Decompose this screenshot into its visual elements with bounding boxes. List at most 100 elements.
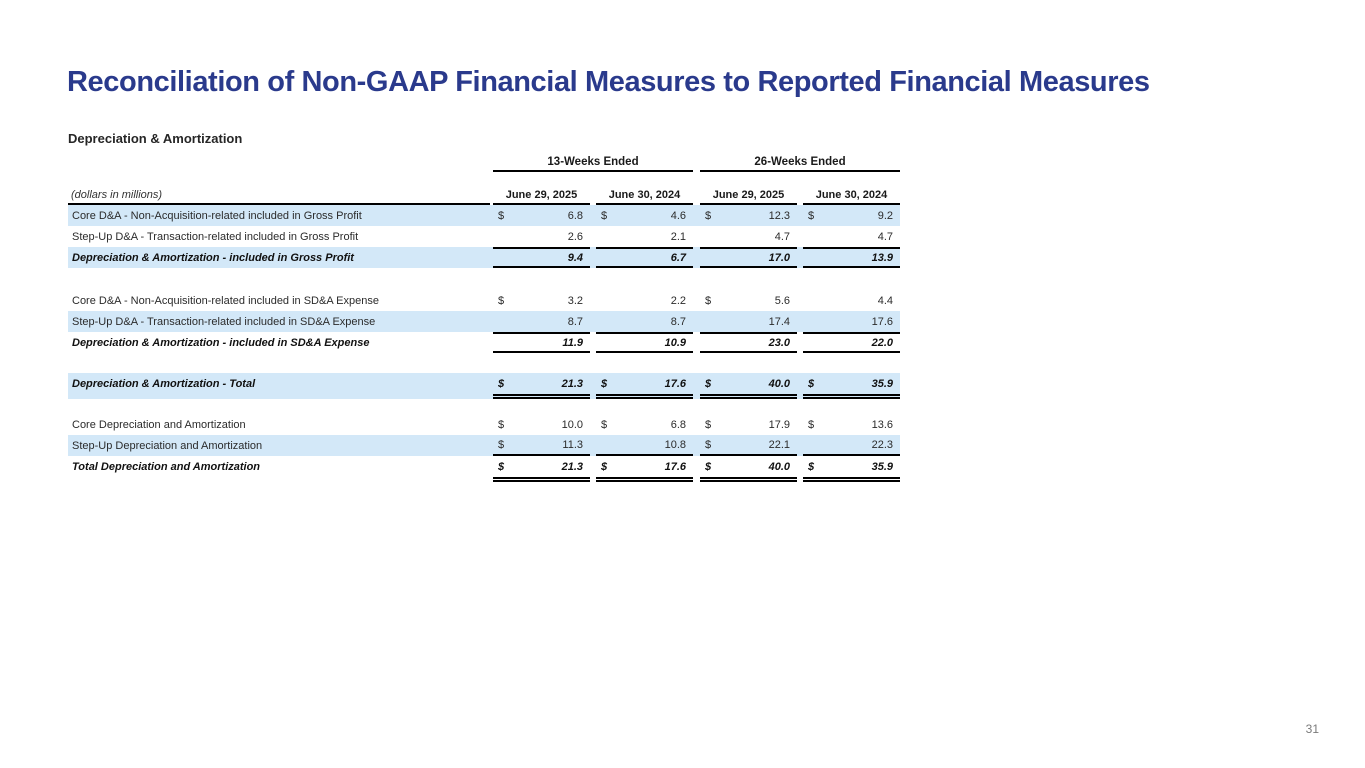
value: 8.7 xyxy=(567,315,583,328)
value-cell: 17.0 xyxy=(700,247,797,268)
value: 13.6 xyxy=(871,418,893,431)
value-cell: 22.0 xyxy=(803,332,900,353)
value-cell: $40.0 xyxy=(700,373,797,399)
column-header-1: June 29, 2025 xyxy=(493,189,590,205)
dollar-sign: $ xyxy=(808,209,815,222)
dollar-sign: $ xyxy=(498,438,505,451)
value: 21.3 xyxy=(561,460,583,473)
value-cell: $10.0 xyxy=(493,414,590,435)
dollar-sign: $ xyxy=(808,377,815,390)
value-cell: 22.3 xyxy=(803,435,900,456)
column-header-row: (dollars in millions) June 29, 2025 June… xyxy=(68,184,900,205)
table-row-stepup-dna-gross-profit: Step-Up D&A - Transaction-related includ… xyxy=(68,226,900,247)
value-cell: $11.3 xyxy=(493,435,590,456)
value: 3.2 xyxy=(567,294,583,307)
value: 12.3 xyxy=(768,209,790,222)
row-label: Depreciation & Amortization - Total xyxy=(72,377,256,390)
dollar-sign: $ xyxy=(705,377,712,390)
dollar-sign: $ xyxy=(601,377,608,390)
section-spacer xyxy=(68,399,900,414)
dollar-sign: $ xyxy=(498,209,505,222)
value-cell: $35.9 xyxy=(803,373,900,399)
dna-reconciliation-table: 13-Weeks Ended 26-Weeks Ended (dollars i… xyxy=(68,155,900,482)
value-cell: 10.9 xyxy=(596,332,693,353)
dollar-sign: $ xyxy=(705,460,712,473)
column-header-3: June 29, 2025 xyxy=(700,189,797,205)
value: 9.4 xyxy=(567,251,583,264)
value-cell: 2.6 xyxy=(493,226,590,247)
value-cell: $12.3 xyxy=(700,205,797,226)
value-cell: $13.6 xyxy=(803,414,900,435)
dollar-sign: $ xyxy=(498,460,505,473)
value-cell: 6.7 xyxy=(596,247,693,268)
value: 40.0 xyxy=(768,460,790,473)
value: 23.0 xyxy=(768,336,790,349)
dollar-sign: $ xyxy=(498,294,505,307)
value-cell: $17.6 xyxy=(596,456,693,482)
value-cell: 8.7 xyxy=(596,311,693,332)
value-cell: $21.3 xyxy=(493,456,590,482)
page-title: Reconciliation of Non-GAAP Financial Mea… xyxy=(67,66,1150,98)
dollar-sign: $ xyxy=(705,438,712,451)
value-cell: 9.4 xyxy=(493,247,590,268)
value: 11.9 xyxy=(562,336,583,349)
value: 4.7 xyxy=(877,230,893,243)
table-row-subtotal-sda: Depreciation & Amortization - included i… xyxy=(68,332,900,353)
value-cell: $6.8 xyxy=(493,205,590,226)
units-note: (dollars in millions) xyxy=(68,189,490,205)
page-number: 31 xyxy=(1305,722,1319,736)
value-cell: $22.1 xyxy=(700,435,797,456)
row-label: Core D&A - Non-Acquisition-related inclu… xyxy=(72,294,379,307)
value: 17.4 xyxy=(768,315,790,328)
dollar-sign: $ xyxy=(601,209,608,222)
section-spacer xyxy=(68,353,900,373)
value: 2.1 xyxy=(670,230,686,243)
value: 9.2 xyxy=(877,209,893,222)
value-cell: $4.6 xyxy=(596,205,693,226)
value-cell: 17.6 xyxy=(803,311,900,332)
table-row-core-depreciation: Core Depreciation and Amortization $10.0… xyxy=(68,414,900,435)
value: 13.9 xyxy=(871,251,893,264)
value: 17.6 xyxy=(664,377,686,390)
value: 22.1 xyxy=(768,438,790,451)
value-cell: 2.2 xyxy=(596,290,693,311)
value: 10.9 xyxy=(664,336,686,349)
value-cell: 2.1 xyxy=(596,226,693,247)
dollar-sign: $ xyxy=(601,418,608,431)
dollar-sign: $ xyxy=(705,294,712,307)
row-label: Step-Up Depreciation and Amortization xyxy=(72,439,263,452)
value-cell: $3.2 xyxy=(493,290,590,311)
column-group-26-weeks-ended: 26-Weeks Ended xyxy=(700,156,900,172)
value: 4.4 xyxy=(877,294,893,307)
value-cell: 4.4 xyxy=(803,290,900,311)
value: 8.7 xyxy=(670,315,686,328)
value: 17.9 xyxy=(768,418,790,431)
dollar-sign: $ xyxy=(808,460,815,473)
value: 6.7 xyxy=(670,251,686,264)
dollar-sign: $ xyxy=(601,460,608,473)
dollar-sign: $ xyxy=(498,377,505,390)
value-cell: 17.4 xyxy=(700,311,797,332)
table-row-subtotal-gross-profit: Depreciation & Amortization - included i… xyxy=(68,247,900,268)
value: 5.6 xyxy=(774,294,790,307)
value: 2.2 xyxy=(670,294,686,307)
value-cell: 4.7 xyxy=(803,226,900,247)
dollar-sign: $ xyxy=(498,418,505,431)
row-label: Step-Up D&A - Transaction-related includ… xyxy=(72,230,359,243)
table-section-title: Depreciation & Amortization xyxy=(68,131,243,146)
value: 17.6 xyxy=(871,315,893,328)
value: 6.8 xyxy=(567,209,583,222)
value-cell: $21.3 xyxy=(493,373,590,399)
table-row-core-dna-sda: Core D&A - Non-Acquisition-related inclu… xyxy=(68,290,900,311)
value-cell: 23.0 xyxy=(700,332,797,353)
value: 22.0 xyxy=(871,336,893,349)
value-cell: $17.6 xyxy=(596,373,693,399)
value: 17.0 xyxy=(768,251,790,264)
value-cell: $35.9 xyxy=(803,456,900,482)
column-header-4: June 30, 2024 xyxy=(803,189,900,205)
table-row-dna-total: Depreciation & Amortization - Total $21.… xyxy=(68,373,900,399)
value: 2.6 xyxy=(567,230,583,243)
value-cell: $17.9 xyxy=(700,414,797,435)
value-cell: 4.7 xyxy=(700,226,797,247)
